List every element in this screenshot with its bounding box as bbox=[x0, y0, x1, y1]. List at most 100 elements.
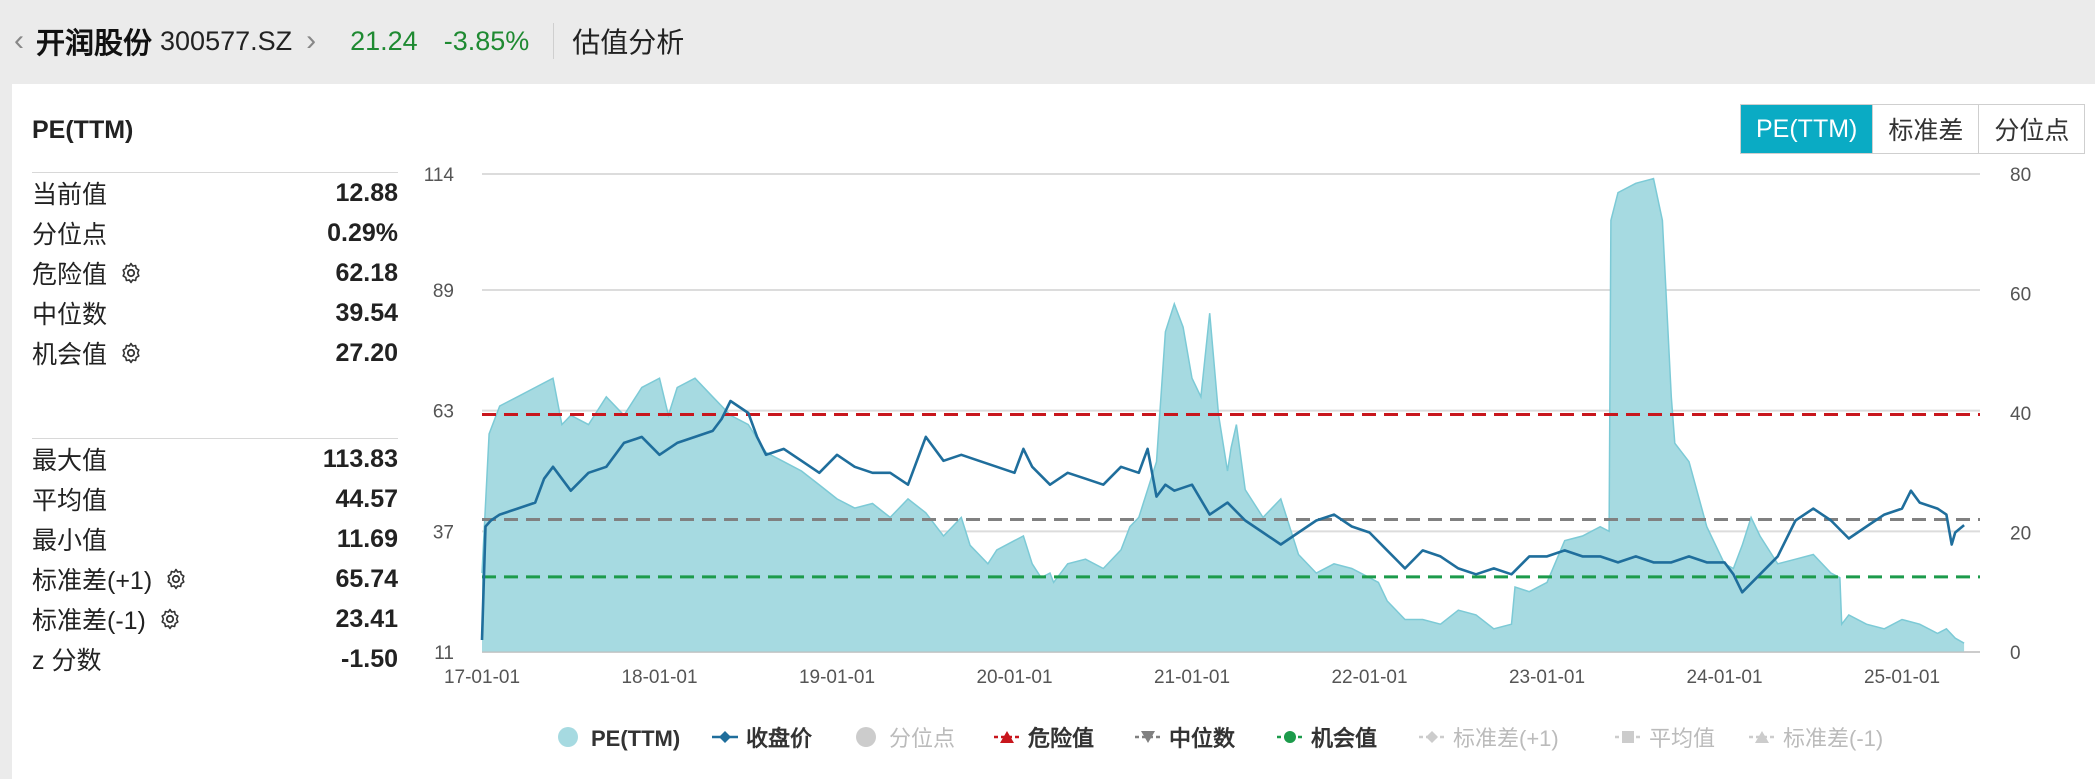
y-left-tick-label: 63 bbox=[433, 402, 454, 423]
stats-extremes: 最大值 113.83 平均值 44.57 最小值 11.69 标准差(+1) 65.74 标准差… bbox=[32, 438, 398, 679]
stat-label-text: 机会值 bbox=[32, 341, 108, 369]
x-tick-label: 25-01-01 bbox=[1864, 667, 1940, 688]
stat-label-text: 平均值 bbox=[32, 487, 108, 515]
y-left-tick-label: 89 bbox=[433, 281, 454, 302]
stat-row: 分位点 0.29% bbox=[32, 213, 398, 253]
stat-value: 44.57 bbox=[335, 484, 398, 513]
y-left-tick-label: 11 bbox=[434, 643, 454, 664]
legend-label[interactable]: 危险值 bbox=[1028, 726, 1094, 751]
stat-value: 39.54 bbox=[335, 298, 398, 327]
y-left-tick-label: 37 bbox=[433, 522, 454, 543]
y-right-tick-label: 40 bbox=[2010, 404, 2031, 425]
stat-value: 11.69 bbox=[336, 524, 398, 553]
content-card bbox=[12, 84, 2095, 779]
stat-row: 当前值 12.88 bbox=[32, 173, 398, 213]
stats-summary: 当前值 12.88 分位点 0.29% 危险值 62.18 中位数 39.54 机会值 27.20 bbox=[32, 172, 398, 373]
stat-label-text: 分位点 bbox=[32, 221, 108, 249]
stat-label-text: 中位数 bbox=[32, 301, 108, 329]
legend-item[interactable]: 收盘价 bbox=[712, 726, 813, 751]
x-tick-label: 21-01-01 bbox=[1154, 667, 1230, 688]
y-right-tick-label: 80 bbox=[2010, 165, 2031, 186]
legend-marker bbox=[1426, 731, 1438, 743]
legend-label[interactable]: 平均值 bbox=[1649, 726, 1715, 751]
stat-label-text: 标准差(+1) bbox=[32, 567, 153, 595]
legend-item[interactable]: 平均值 bbox=[1615, 726, 1715, 751]
stat-label: 平均值 bbox=[32, 481, 107, 517]
tab-percentile[interactable]: 分位点 bbox=[1978, 105, 2084, 153]
legend-label[interactable]: 收盘价 bbox=[746, 726, 813, 751]
legend-label[interactable]: 标准差(-1) bbox=[1783, 726, 1883, 751]
pe-ttm-area bbox=[482, 178, 1965, 652]
divider bbox=[32, 172, 398, 173]
legend-item[interactable]: PE(TTM) bbox=[558, 726, 680, 751]
stat-label-text: 危险值 bbox=[32, 261, 108, 289]
gear-icon[interactable] bbox=[119, 341, 143, 365]
stat-value: -1.50 bbox=[341, 644, 398, 673]
stat-label: z 分数 bbox=[32, 641, 101, 677]
legend-label[interactable]: 中位数 bbox=[1169, 726, 1236, 751]
legend-item[interactable]: 标准差(+1) bbox=[1419, 726, 1559, 751]
stat-row: 危险值 62.18 bbox=[32, 253, 398, 293]
stat-row: 最小值 11.69 bbox=[32, 519, 398, 559]
stat-label: 分位点 bbox=[32, 215, 107, 251]
stat-label-text: z 分数 bbox=[32, 647, 102, 675]
stat-label: 标准差(-1) bbox=[32, 601, 182, 637]
chevron-left-icon[interactable]: ‹ bbox=[14, 24, 24, 57]
y-right-tick-label: 20 bbox=[2010, 524, 2031, 545]
x-tick-label: 19-01-01 bbox=[799, 667, 875, 688]
stat-label: 危险值 bbox=[32, 255, 143, 291]
stat-row: 中位数 39.54 bbox=[32, 293, 398, 333]
y-right-tick-label: 60 bbox=[2010, 285, 2031, 306]
chevron-right-icon[interactable]: › bbox=[306, 24, 317, 57]
legend-item[interactable]: 中位数 bbox=[1135, 726, 1236, 751]
stat-row: 标准差(-1) 23.41 bbox=[32, 599, 398, 639]
divider bbox=[32, 438, 398, 439]
price-change: -3.85% bbox=[443, 25, 530, 56]
legend-marker bbox=[856, 727, 876, 747]
legend-label[interactable]: 机会值 bbox=[1311, 726, 1377, 751]
stat-label: 当前值 bbox=[32, 175, 107, 211]
legend-item[interactable]: 标准差(-1) bbox=[1749, 726, 1883, 751]
stat-label-text: 最大值 bbox=[32, 447, 108, 475]
stat-label-text: 最小值 bbox=[32, 527, 108, 555]
tab-pe-ttm[interactable]: PE(TTM) bbox=[1741, 105, 1873, 153]
panel-title: PE(TTM) bbox=[32, 116, 134, 144]
x-tick-label: 17-01-01 bbox=[444, 667, 520, 688]
stat-row: 最大值 113.83 bbox=[32, 439, 398, 479]
stat-label: 机会值 bbox=[32, 335, 143, 371]
stat-label: 中位数 bbox=[32, 295, 107, 331]
legend-item[interactable]: 危险值 bbox=[994, 726, 1094, 751]
x-tick-label: 24-01-01 bbox=[1686, 667, 1762, 688]
page-title: 估值分析 bbox=[572, 27, 685, 58]
legend-item[interactable]: 机会值 bbox=[1277, 726, 1377, 751]
legend-marker bbox=[1622, 731, 1634, 743]
legend-item[interactable]: 分位点 bbox=[856, 726, 955, 751]
stat-value: 12.88 bbox=[335, 178, 398, 207]
pe-ttm-edge bbox=[481, 177, 1965, 644]
y-left-tick-label: 114 bbox=[424, 165, 455, 186]
stat-row: 标准差(+1) 65.74 bbox=[32, 559, 398, 599]
x-tick-label: 23-01-01 bbox=[1509, 667, 1585, 688]
stat-value: 23.41 bbox=[335, 604, 398, 633]
stat-label: 最大值 bbox=[32, 441, 107, 477]
stat-value: 113.83 bbox=[322, 444, 398, 473]
stat-value: 0.29% bbox=[327, 218, 398, 247]
legend-marker bbox=[558, 727, 578, 747]
gear-icon[interactable] bbox=[119, 261, 143, 285]
x-tick-label: 20-01-01 bbox=[976, 667, 1052, 688]
legend-label[interactable]: 标准差(+1) bbox=[1453, 726, 1559, 751]
legend-marker bbox=[719, 731, 731, 743]
legend-label[interactable]: 分位点 bbox=[889, 726, 955, 751]
stat-value: 27.20 bbox=[335, 338, 398, 367]
divider bbox=[553, 23, 555, 59]
gear-icon[interactable] bbox=[164, 567, 188, 591]
legend-marker bbox=[1141, 731, 1155, 743]
legend-label[interactable]: PE(TTM) bbox=[591, 726, 680, 751]
stat-label: 最小值 bbox=[32, 521, 107, 557]
tab-std-dev[interactable]: 标准差 bbox=[1872, 105, 1978, 153]
stat-row: z 分数 -1.50 bbox=[32, 639, 398, 679]
gear-icon[interactable] bbox=[158, 607, 182, 631]
x-tick-label: 22-01-01 bbox=[1331, 667, 1407, 688]
legend-marker bbox=[1000, 731, 1014, 743]
